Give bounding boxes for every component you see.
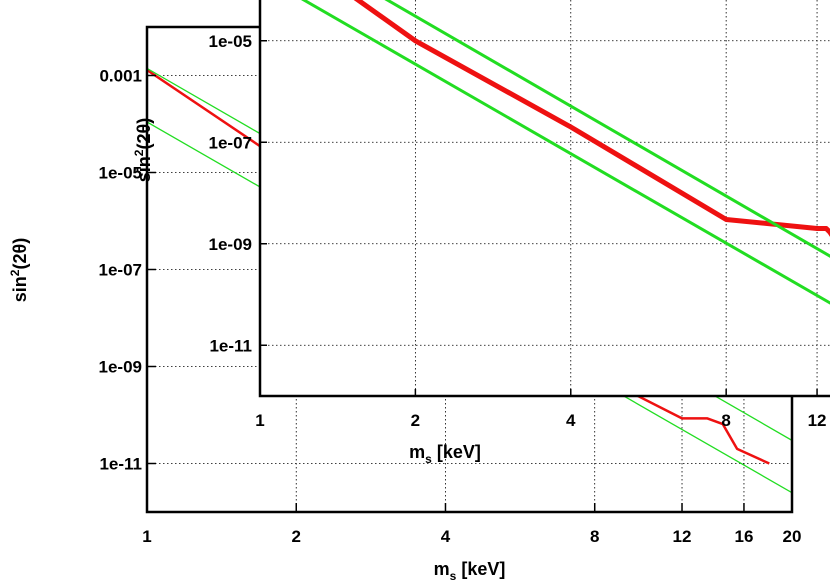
y-axis-label: sin2(2θ) bbox=[132, 118, 154, 182]
y-axis-label: sin2(2θ) bbox=[8, 238, 30, 302]
x-tick-label: 2 bbox=[411, 411, 420, 430]
x-tick-label: 8 bbox=[590, 527, 599, 546]
x-axis-label: ms [keV] bbox=[409, 442, 481, 466]
x-tick-label: 12 bbox=[808, 411, 827, 430]
y-tick-label: 1e-09 bbox=[209, 235, 252, 254]
y-tick-label: 1e-05 bbox=[209, 32, 252, 51]
x-tick-label: 2 bbox=[292, 527, 301, 546]
x-tick-label: 12 bbox=[673, 527, 692, 546]
x-axis-label: ms [keV] bbox=[434, 559, 506, 581]
series-green-upper bbox=[384, 0, 830, 258]
inset-chart-frame bbox=[258, 0, 830, 398]
x-tick-label: 4 bbox=[566, 411, 576, 430]
inset-chart-series bbox=[300, 0, 830, 305]
x-tick-label: 8 bbox=[721, 411, 730, 430]
y-tick-label: 1e-07 bbox=[99, 261, 142, 280]
inset-background bbox=[260, 0, 830, 396]
y-tick-label: 1e-05 bbox=[99, 164, 142, 183]
x-tick-label: 4 bbox=[441, 527, 451, 546]
x-tick-label: 20 bbox=[783, 527, 802, 546]
y-tick-label: 1e-11 bbox=[209, 336, 252, 355]
y-tick-label: 1e-09 bbox=[99, 358, 142, 377]
inset-chart-grid bbox=[260, 0, 830, 396]
series-green-lower bbox=[300, 0, 830, 305]
x-tick-label: 1 bbox=[142, 527, 151, 546]
y-tick-label: 1e-11 bbox=[99, 455, 142, 474]
x-tick-label: 16 bbox=[734, 527, 753, 546]
y-tick-label: 1e-07 bbox=[209, 133, 252, 152]
x-tick-label: 1 bbox=[255, 411, 264, 430]
y-tick-label: 0.001 bbox=[99, 67, 142, 86]
